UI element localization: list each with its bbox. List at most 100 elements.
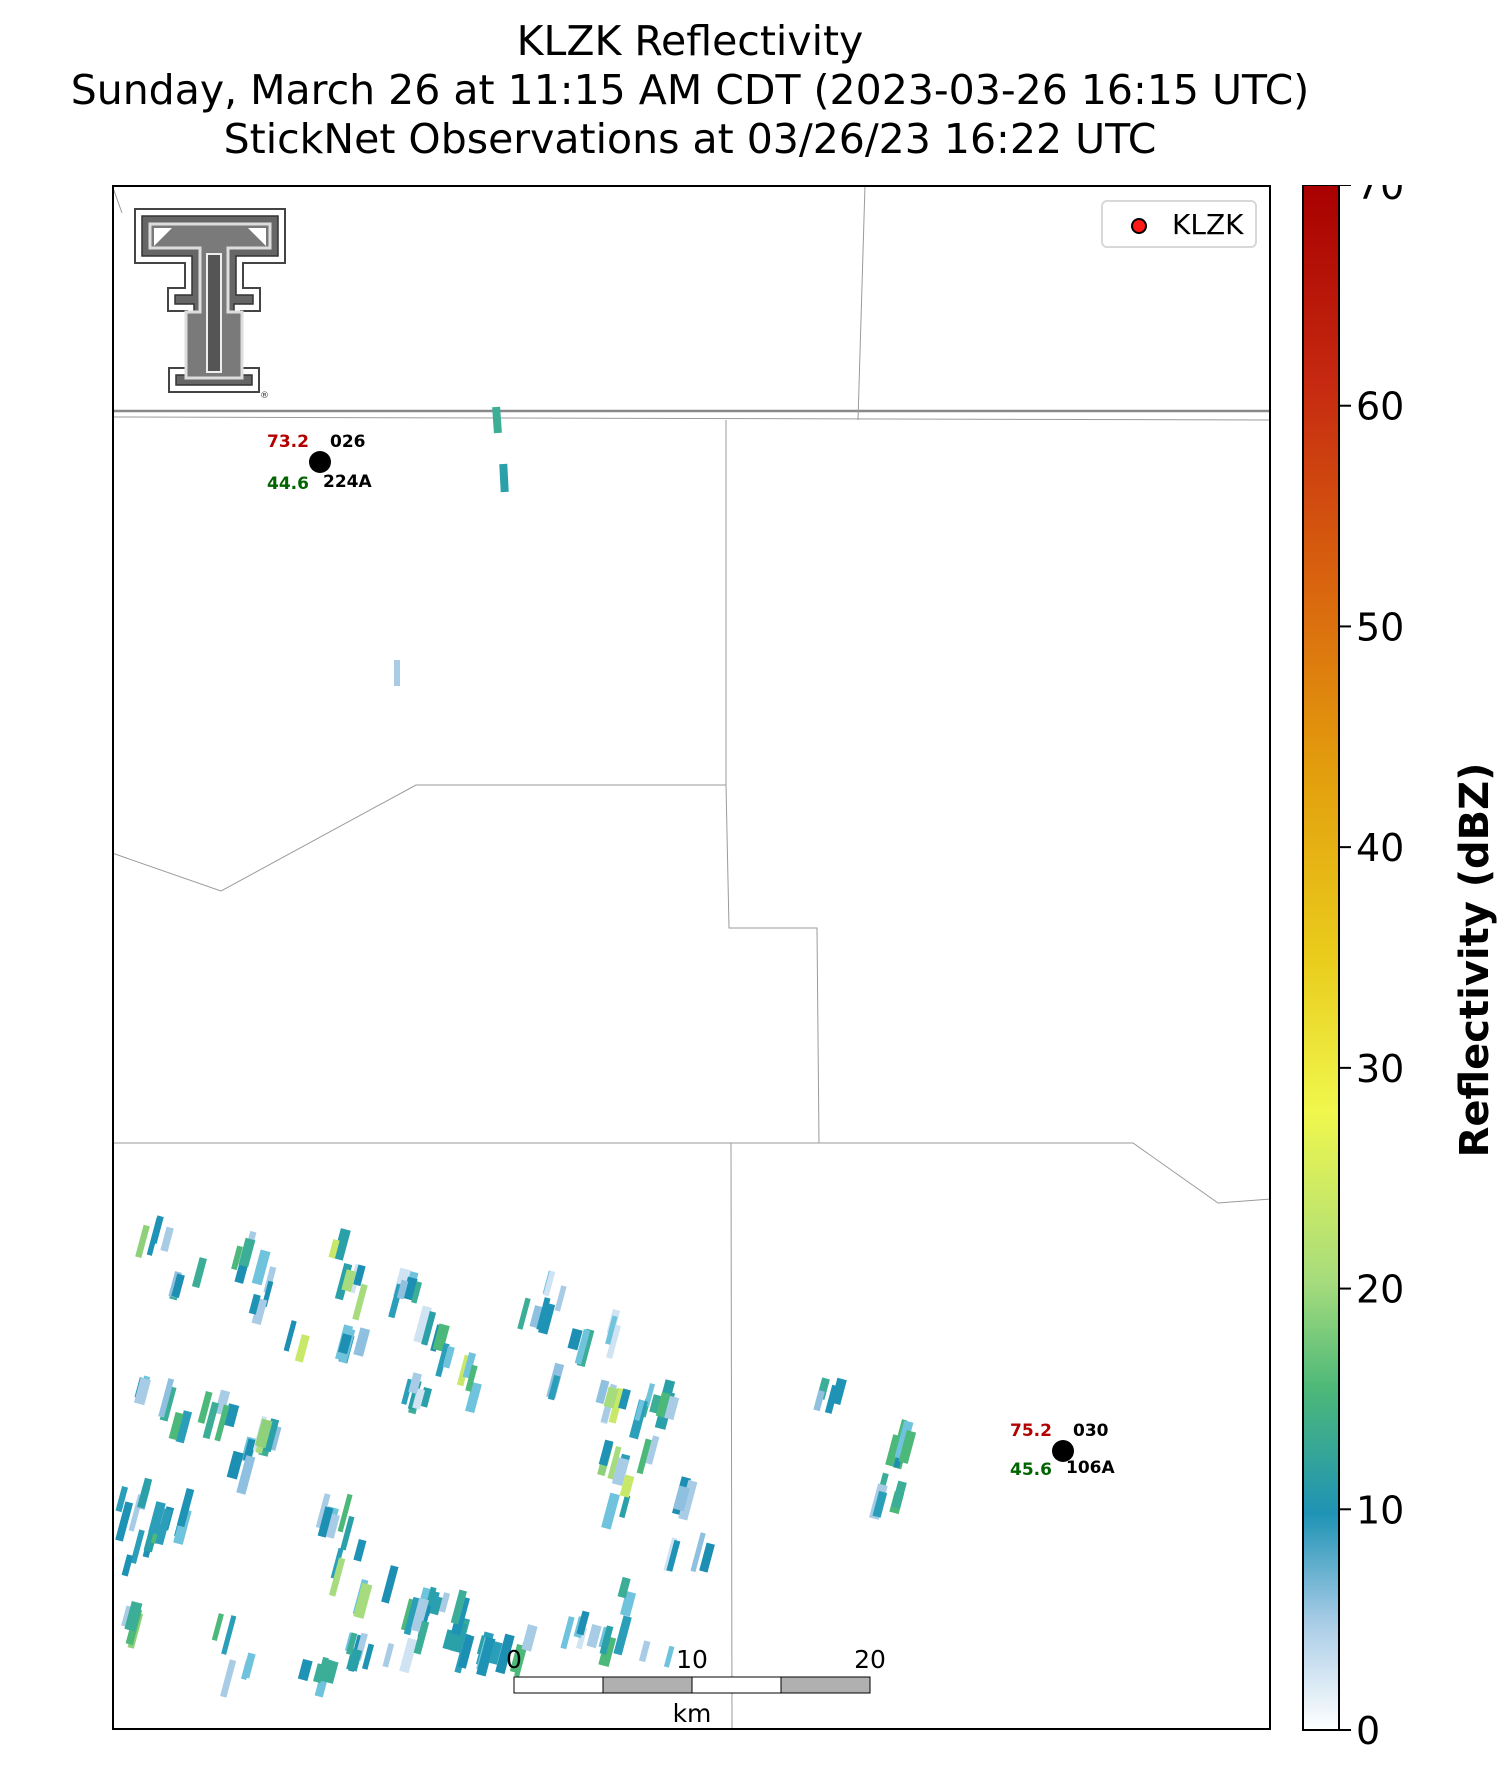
reflectivity-gate [408,1372,422,1395]
reflectivity-gate [619,1494,631,1519]
reflectivity-gate [567,1328,583,1351]
reflectivity-gate [664,1395,680,1421]
colorbar-tick-label: 60 [1356,385,1404,429]
reflectivity-gate [254,1418,273,1449]
colorbar-tick-label: 40 [1356,826,1404,870]
reflectivity-gate [176,1488,195,1528]
colorbar: 0 10 20 30 40 50 60 70 [1302,185,1404,1745]
reflectivity-gate [317,1656,329,1682]
reflectivity-gate [699,1542,715,1573]
reflectivity-gate [322,1659,339,1684]
station-probe: 106A [1066,1458,1115,1478]
reflectivity-gate [353,1538,367,1562]
reflectivity-gate [898,1430,917,1464]
reflectivity-gate [381,1565,399,1604]
reflectivity-gate [462,1352,477,1379]
reflectivity-gate [598,1439,614,1467]
reflectivity-gate [361,1643,375,1670]
reflectivity-gate [457,1634,475,1669]
station-marker[interactable]: 73.2 026 44.6 224A [267,432,372,494]
colorbar-tick-label: 0 [1356,1709,1380,1745]
reflectivity-gate [401,1378,413,1405]
reflectivity-gate [543,1270,556,1297]
reflectivity-gate [412,1388,426,1410]
reflectivity-gate [175,1410,193,1444]
reflectivity-gate [220,1659,237,1698]
reflectivity-gate [340,1515,355,1551]
reflectivity-gate [241,1660,252,1681]
reflectivity-gate [608,1387,625,1424]
station-marker[interactable]: 75.2 030 45.6 106A [1010,1421,1115,1480]
reflectivity-gate [536,1297,551,1331]
reflectivity-gate [341,1269,357,1293]
scale-tick-label: 20 [854,1645,886,1674]
reflectivity-gate [576,1610,590,1636]
reflectivity-gate [160,1226,174,1252]
reflectivity-gate [317,1506,334,1538]
reflectivity-gate [251,1298,268,1326]
reflectivity-gate [894,1420,914,1460]
reflectivity-gate [297,1658,313,1682]
reflectivity-gate [324,1513,340,1539]
station-probe: 224A [323,472,372,492]
reflectivity-gate [673,1485,690,1512]
reflectivity-gate [644,1383,655,1407]
scale-tick-label: 10 [676,1645,708,1674]
station-temperature: 75.2 [1010,1421,1052,1441]
reflectivity-gate [403,1596,420,1636]
reflectivity-gate [517,1297,531,1330]
reflectivity-gate [618,1388,631,1410]
reflectivity-gate [813,1390,825,1412]
reflectivity-gate [146,1217,162,1256]
reflectivity-gate [223,1403,240,1428]
map-panel[interactable]: ® 73.2 026 44.6 224A 75.2 030 45.6 106A … [112,185,1271,1730]
reflectivity-gate [248,1293,261,1315]
reflectivity-gate [599,1625,614,1655]
reflectivity-gate [413,1305,432,1344]
reflectivity-gate [315,1493,331,1529]
reflectivity-gate [872,1490,888,1518]
reflectivity-gate [353,1327,371,1357]
reflectivity-gate [575,1626,588,1650]
reflectivity-gate [432,1323,450,1352]
colorbar-tick-label: 50 [1356,605,1404,649]
reflectivity-gate [262,1418,280,1453]
reflectivity-gate [236,1455,256,1495]
title-line-2: Sunday, March 26 at 11:15 AM CDT (2023-0… [70,66,1310,114]
reflectivity-gate [611,1457,630,1486]
reflectivity-gate [115,1486,129,1513]
texas-tech-double-t-logo: ® [134,208,286,401]
title-line-3: StickNet Observations at 03/26/23 16:22 … [223,115,1157,163]
reflectivity-gate [135,1224,150,1259]
reflectivity-gate [394,660,400,686]
reflectivity-gate [435,1342,450,1378]
reflectivity-gate [226,1450,244,1480]
reflectivity-gate [476,1636,496,1677]
reflectivity-gate [690,1532,706,1573]
reflectivity-gate [560,1616,575,1650]
reflectivity-gate [442,1345,455,1369]
reflectivity-gate [619,1474,635,1498]
colorbar-tick-label: 30 [1356,1047,1404,1091]
reflectivity-gate [221,1615,237,1655]
reflectivity-gate [294,1334,310,1363]
reflectivity-gate [137,1477,153,1509]
reflectivity-gate [488,1641,503,1665]
colorbar-label: Reflectivity (dBZ) [1452,762,1498,1158]
legend-marker-icon [1131,218,1147,234]
reflectivity-gate [130,1529,145,1564]
reflectivity-gate [442,1629,456,1651]
reflectivity-gate [547,1374,561,1401]
reflectivity-gate [353,1264,366,1287]
reflectivity-gate [574,1328,591,1365]
reflectivity-gate [328,1238,340,1259]
reflectivity-gate [634,1399,645,1422]
reflectivity-gate [613,1615,632,1656]
reflectivity-gate [421,1311,437,1346]
reflectivity-gate [399,1637,418,1674]
reflectivity-gate [211,1613,224,1642]
reflectivity-gate [328,1557,346,1597]
reflectivity-gate [214,1404,230,1442]
reflectivity-gate [605,1315,618,1345]
reflectivity-gate [891,1480,907,1509]
